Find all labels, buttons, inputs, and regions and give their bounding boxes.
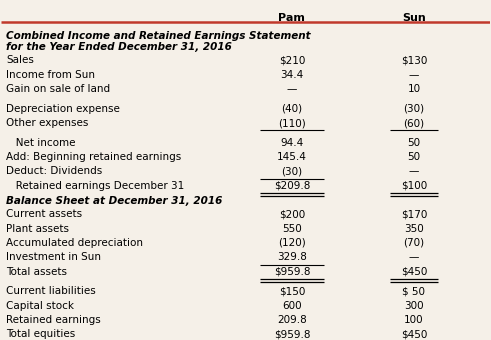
Text: 50: 50 (408, 138, 420, 148)
Text: 350: 350 (404, 224, 424, 234)
Text: Other expenses: Other expenses (6, 118, 89, 128)
Text: 550: 550 (282, 224, 302, 234)
Text: Balance Sheet at December 31, 2016: Balance Sheet at December 31, 2016 (6, 196, 222, 206)
Text: Gain on sale of land: Gain on sale of land (6, 84, 110, 94)
Text: $150: $150 (279, 286, 305, 296)
Text: Sales: Sales (6, 55, 34, 65)
Text: —: — (409, 166, 419, 176)
Text: for the Year Ended December 31, 2016: for the Year Ended December 31, 2016 (6, 42, 232, 52)
Text: Retained earnings: Retained earnings (6, 315, 101, 325)
Text: $959.8: $959.8 (273, 267, 310, 277)
Text: 94.4: 94.4 (280, 138, 303, 148)
Text: Retained earnings December 31: Retained earnings December 31 (6, 181, 185, 191)
Text: (30): (30) (404, 104, 425, 114)
Text: 209.8: 209.8 (277, 315, 307, 325)
Text: 50: 50 (408, 152, 420, 162)
Text: Add: Beginning retained earnings: Add: Beginning retained earnings (6, 152, 182, 162)
Text: $ 50: $ 50 (403, 286, 425, 296)
Text: 34.4: 34.4 (280, 70, 303, 80)
Text: Investment in Sun: Investment in Sun (6, 252, 101, 262)
Text: 100: 100 (404, 315, 424, 325)
Text: 600: 600 (282, 301, 301, 311)
Text: Sun: Sun (402, 13, 426, 23)
Text: $210: $210 (279, 55, 305, 65)
Text: $450: $450 (401, 329, 427, 340)
Text: (30): (30) (281, 166, 302, 176)
Text: Income from Sun: Income from Sun (6, 70, 95, 80)
Text: $100: $100 (401, 181, 427, 191)
Text: —: — (287, 84, 297, 94)
Text: Combined Income and Retained Earnings Statement: Combined Income and Retained Earnings St… (6, 31, 311, 40)
Text: Current liabilities: Current liabilities (6, 286, 96, 296)
Text: —: — (409, 252, 419, 262)
Text: Pam: Pam (278, 13, 305, 23)
Text: (110): (110) (278, 118, 306, 128)
Text: $170: $170 (401, 209, 427, 219)
Text: (60): (60) (404, 118, 425, 128)
Text: 300: 300 (404, 301, 424, 311)
Text: $450: $450 (401, 267, 427, 277)
Text: $200: $200 (279, 209, 305, 219)
Text: (40): (40) (281, 104, 302, 114)
Text: $130: $130 (401, 55, 427, 65)
Text: Deduct: Dividends: Deduct: Dividends (6, 166, 103, 176)
Text: 10: 10 (408, 84, 420, 94)
Text: (70): (70) (404, 238, 425, 248)
Text: —: — (409, 70, 419, 80)
Text: Total equities: Total equities (6, 329, 76, 340)
Text: Capital stock: Capital stock (6, 301, 74, 311)
Text: Depreciation expense: Depreciation expense (6, 104, 120, 114)
Text: Total assets: Total assets (6, 267, 67, 277)
Text: Plant assets: Plant assets (6, 224, 69, 234)
Text: $959.8: $959.8 (273, 329, 310, 340)
Text: Net income: Net income (6, 138, 76, 148)
Text: $209.8: $209.8 (273, 181, 310, 191)
Text: 329.8: 329.8 (277, 252, 307, 262)
Text: (120): (120) (278, 238, 306, 248)
Text: Current assets: Current assets (6, 209, 82, 219)
Text: 145.4: 145.4 (277, 152, 307, 162)
Text: Accumulated depreciation: Accumulated depreciation (6, 238, 143, 248)
